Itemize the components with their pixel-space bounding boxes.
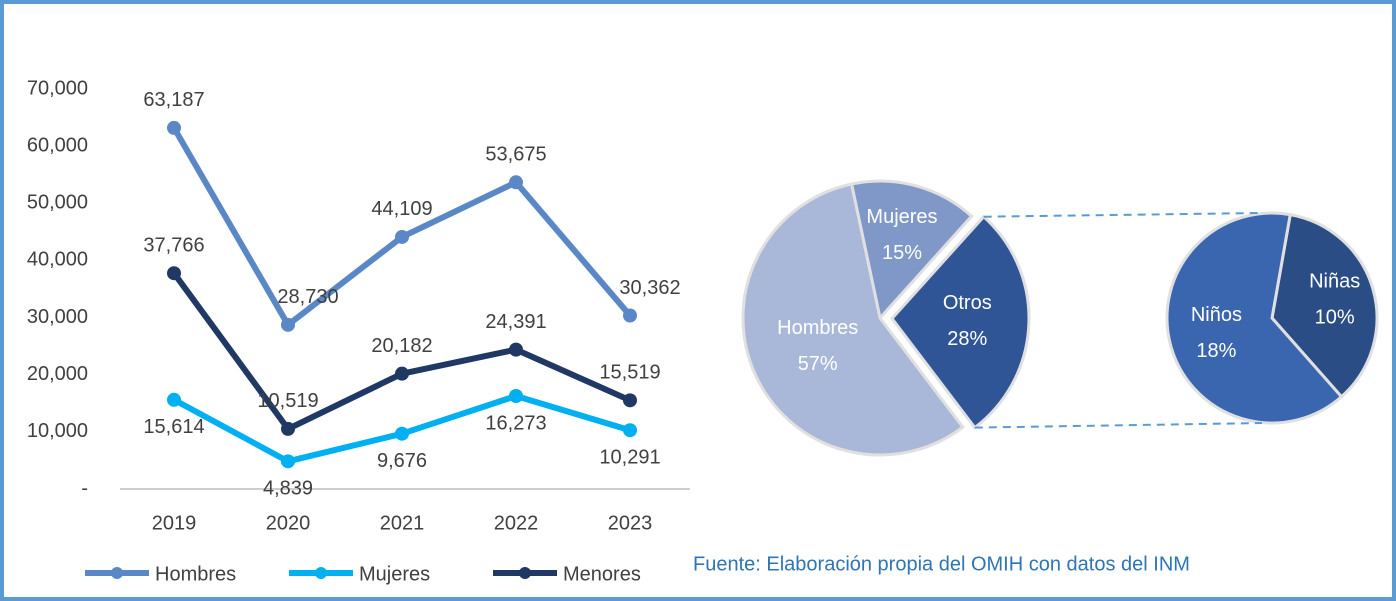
x-tick-label: 2021 (380, 512, 425, 534)
connector (974, 422, 1263, 429)
data-label: 53,675 (485, 144, 546, 166)
point-marker (509, 342, 523, 357)
point-marker (395, 229, 409, 244)
slice-value: 10% (1315, 307, 1355, 329)
point-marker (509, 389, 523, 404)
y-tick-label: 70,000 (27, 77, 88, 99)
source-note: Fuente: Elaboración propia del OMIH con … (693, 553, 1190, 575)
pie-slice (849, 179, 974, 322)
legend-marker (111, 567, 123, 579)
x-tick-label: 2020 (266, 512, 311, 534)
point-marker (509, 175, 523, 190)
slice-name: Hombres (777, 317, 858, 339)
point-marker (281, 454, 295, 469)
data-label: 24,391 (485, 311, 546, 333)
data-label: 30,362 (619, 277, 680, 299)
slice-name: Niñas (1309, 271, 1360, 293)
data-label: 37,766 (143, 234, 204, 256)
data-label: 44,109 (371, 198, 432, 220)
y-tick-label: 30,000 (27, 306, 88, 328)
point-marker (623, 308, 637, 323)
data-label: 16,273 (485, 412, 546, 434)
y-tick-label: 60,000 (27, 134, 88, 156)
data-label: 20,182 (371, 335, 432, 357)
data-label: 28,730 (277, 286, 338, 308)
data-label: 63,187 (143, 89, 204, 111)
y-tick-label: - (81, 477, 88, 499)
slice-value: 15% (882, 242, 922, 264)
point-marker (395, 426, 409, 441)
legend-label: Hombres (155, 563, 236, 585)
x-tick-label: 2022 (494, 512, 539, 534)
y-tick-label: 20,000 (27, 363, 88, 385)
legend-label: Menores (563, 563, 641, 585)
pie-slice (890, 214, 1031, 430)
y-tick-label: 10,000 (27, 420, 88, 442)
data-label: 9,676 (377, 450, 427, 472)
pie-slice (1270, 212, 1379, 399)
slice-value: 57% (798, 353, 838, 375)
point-marker (167, 120, 181, 135)
slice-value: 18% (1196, 340, 1236, 362)
point-marker (167, 266, 181, 281)
data-label: 10,291 (599, 446, 660, 468)
pie-slice (1165, 211, 1344, 425)
point-marker (623, 393, 637, 408)
slice-value: 28% (947, 328, 987, 350)
legend-marker (315, 567, 327, 579)
slice-name: Mujeres (866, 206, 937, 228)
legend-label: Mujeres (359, 563, 430, 585)
point-marker (281, 317, 295, 332)
y-tick-label: 40,000 (27, 249, 88, 271)
data-label: 4,839 (263, 478, 313, 500)
data-label: 10,519 (257, 390, 318, 412)
legend-marker (519, 567, 531, 579)
data-label: 15,614 (143, 416, 204, 438)
point-marker (623, 423, 637, 438)
x-tick-label: 2023 (608, 512, 653, 534)
pie-slice (741, 182, 965, 457)
point-marker (167, 392, 181, 407)
slice-name: Otros (943, 292, 992, 314)
connector (983, 212, 1263, 218)
x-tick-label: 2019 (152, 512, 197, 534)
slice-name: Niños (1191, 304, 1242, 326)
point-marker (281, 421, 295, 436)
data-label: 15,519 (599, 362, 660, 384)
point-marker (395, 366, 409, 381)
y-tick-label: 50,000 (27, 192, 88, 214)
